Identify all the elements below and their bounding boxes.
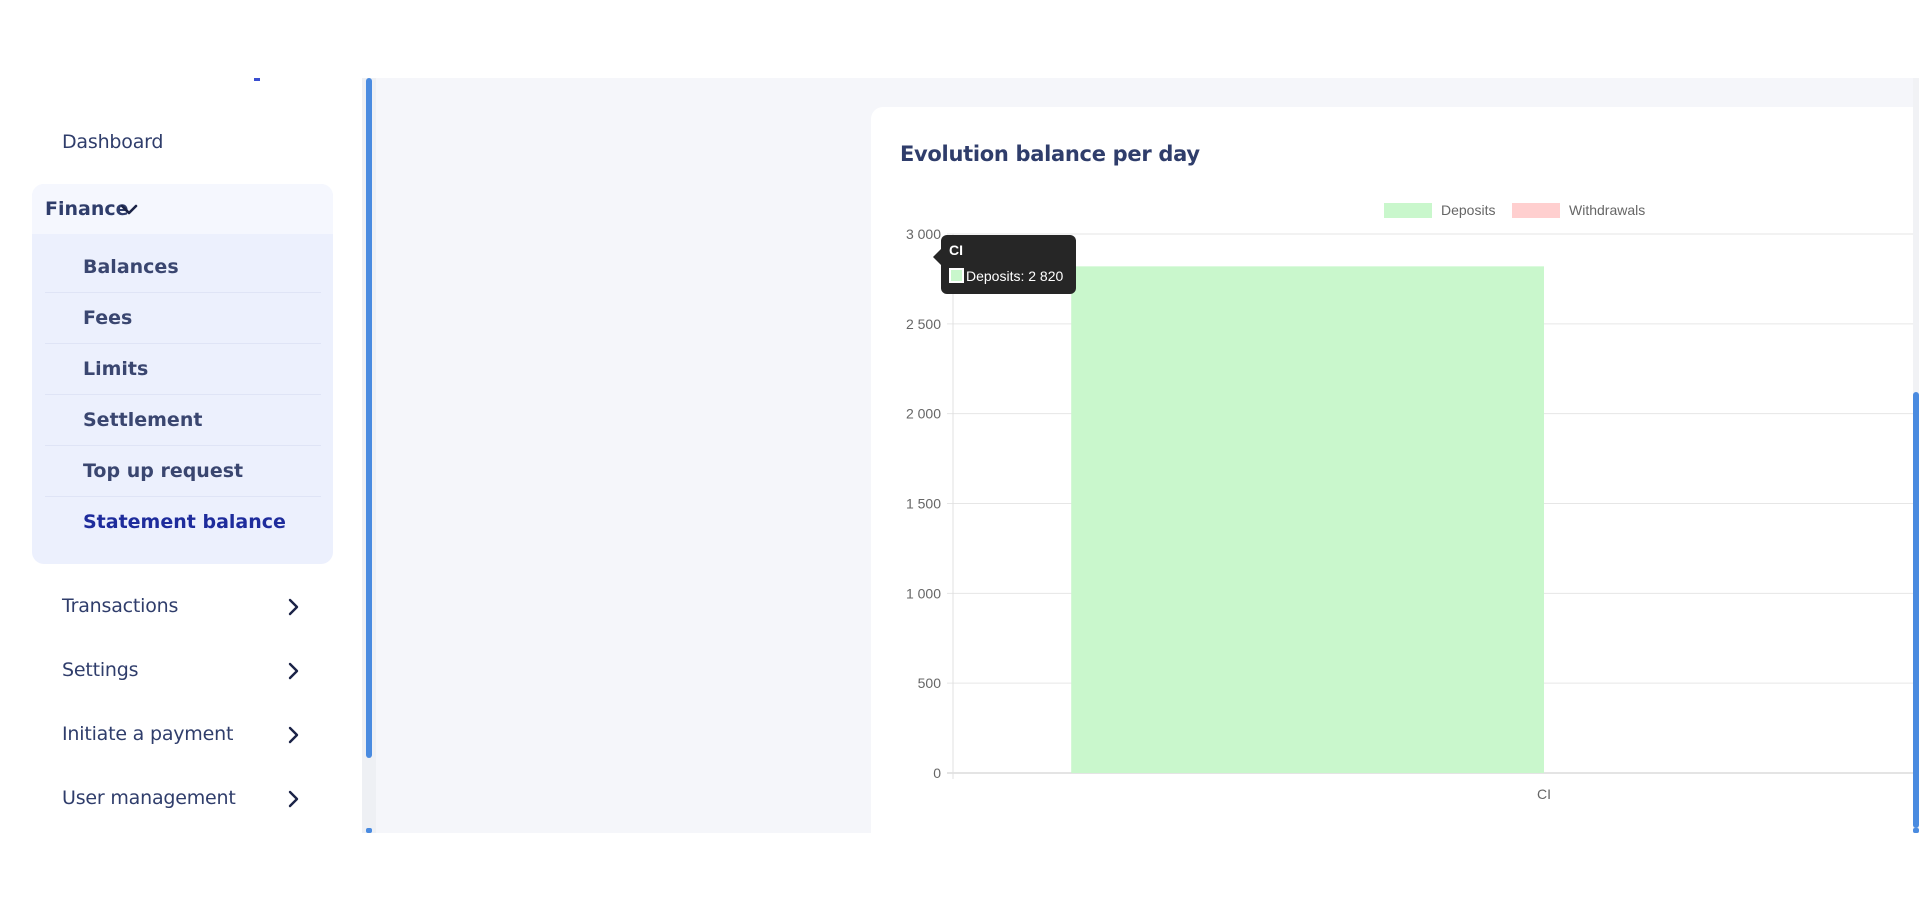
chart-card-title: Evolution balance per day	[900, 142, 1200, 166]
chevron-right-icon[interactable]	[282, 788, 304, 810]
app-viewport: Dashboard Finance Balances Fees Limits S…	[0, 78, 1919, 833]
legend-swatch-deposits	[1384, 202, 1432, 218]
bar-chart: 0 500 1 000 1 500 2 000 2 500 3 000 CI	[871, 107, 1919, 833]
y-tick-label: 3 000	[906, 226, 941, 242]
sidebar-item-initiate-payment[interactable]: Initiate a payment	[62, 723, 234, 745]
legend-item-withdrawals[interactable]: Withdrawals	[1512, 200, 1645, 220]
sidebar-subitem-label: Fees	[83, 307, 133, 329]
sidebar-subitem-settlement[interactable]: Settlement	[45, 395, 321, 446]
y-tick-label: 500	[918, 675, 942, 691]
chevron-right-icon[interactable]	[282, 660, 304, 682]
tooltip-title: CI	[949, 242, 963, 258]
sidebar-subitem-balances[interactable]: Balances	[45, 242, 321, 293]
y-tick-label: 0	[933, 765, 941, 781]
sidebar-scrollbar-thumb[interactable]	[366, 78, 372, 758]
logo-fragment	[254, 78, 260, 81]
sidebar-item-dashboard[interactable]: Dashboard	[62, 131, 164, 153]
x-tick-label: CI	[1537, 786, 1551, 802]
y-tick-label: 2 500	[906, 316, 941, 332]
sidebar-scrollbar-arrow[interactable]	[366, 828, 372, 833]
sidebar-item-finance[interactable]: Finance	[32, 184, 333, 234]
sidebar-subitem-label: Statement balance	[83, 511, 286, 533]
sidebar-subitem-statement-balance[interactable]: Statement balance	[45, 497, 321, 548]
sidebar-subitem-label: Top up request	[83, 460, 244, 482]
chart-canvas: 0 500 1 000 1 500 2 000 2 500 3 000 CI	[906, 226, 1919, 802]
tooltip-text: Deposits: 2 820	[966, 268, 1064, 284]
main-content: Evolution balance per day 0 500 1 000 1 500…	[376, 78, 1919, 833]
legend-swatch-withdrawals	[1512, 202, 1560, 218]
chevron-right-icon[interactable]	[282, 596, 304, 618]
sidebar-subitem-label: Limits	[83, 358, 149, 380]
page-scrollbar-arrow[interactable]	[1913, 828, 1919, 833]
tooltip-swatch	[949, 268, 964, 283]
sidebar-subitem-top-up-request[interactable]: Top up request	[45, 446, 321, 497]
y-tick-label: 2 000	[906, 406, 941, 422]
sidebar: Dashboard Finance Balances Fees Limits S…	[0, 78, 362, 833]
legend-item-deposits[interactable]: Deposits	[1384, 200, 1495, 220]
sidebar-item-transactions[interactable]: Transactions	[62, 595, 179, 617]
chart-card: Evolution balance per day 0 500 1 000 1 500…	[871, 107, 1919, 833]
chart-tooltip: CI Deposits: 2 820	[933, 235, 1076, 294]
sidebar-subitem-label: Settlement	[83, 409, 203, 431]
legend-label-deposits: Deposits	[1441, 202, 1496, 218]
sidebar-subitem-limits[interactable]: Limits	[45, 344, 321, 395]
y-tick-label: 1 000	[906, 585, 941, 601]
chevron-down-icon	[118, 199, 140, 221]
chart-legend: Deposits Withdrawals	[871, 200, 1919, 220]
finance-menu-group: Finance Balances Fees Limits Settlement …	[32, 184, 333, 564]
sidebar-item-settings[interactable]: Settings	[62, 659, 139, 681]
chevron-right-icon[interactable]	[282, 724, 304, 746]
sidebar-subitem-fees[interactable]: Fees	[45, 293, 321, 344]
tooltip-caret	[933, 249, 941, 265]
sidebar-subitem-label: Balances	[83, 256, 179, 278]
sidebar-item-user-management[interactable]: User management	[62, 787, 236, 809]
y-tick-label: 1 500	[906, 496, 941, 512]
bar-deposits	[1071, 266, 1544, 773]
finance-label: Finance	[45, 198, 129, 220]
page-scrollbar-thumb[interactable]	[1913, 392, 1919, 828]
legend-label-withdrawals: Withdrawals	[1569, 202, 1646, 218]
